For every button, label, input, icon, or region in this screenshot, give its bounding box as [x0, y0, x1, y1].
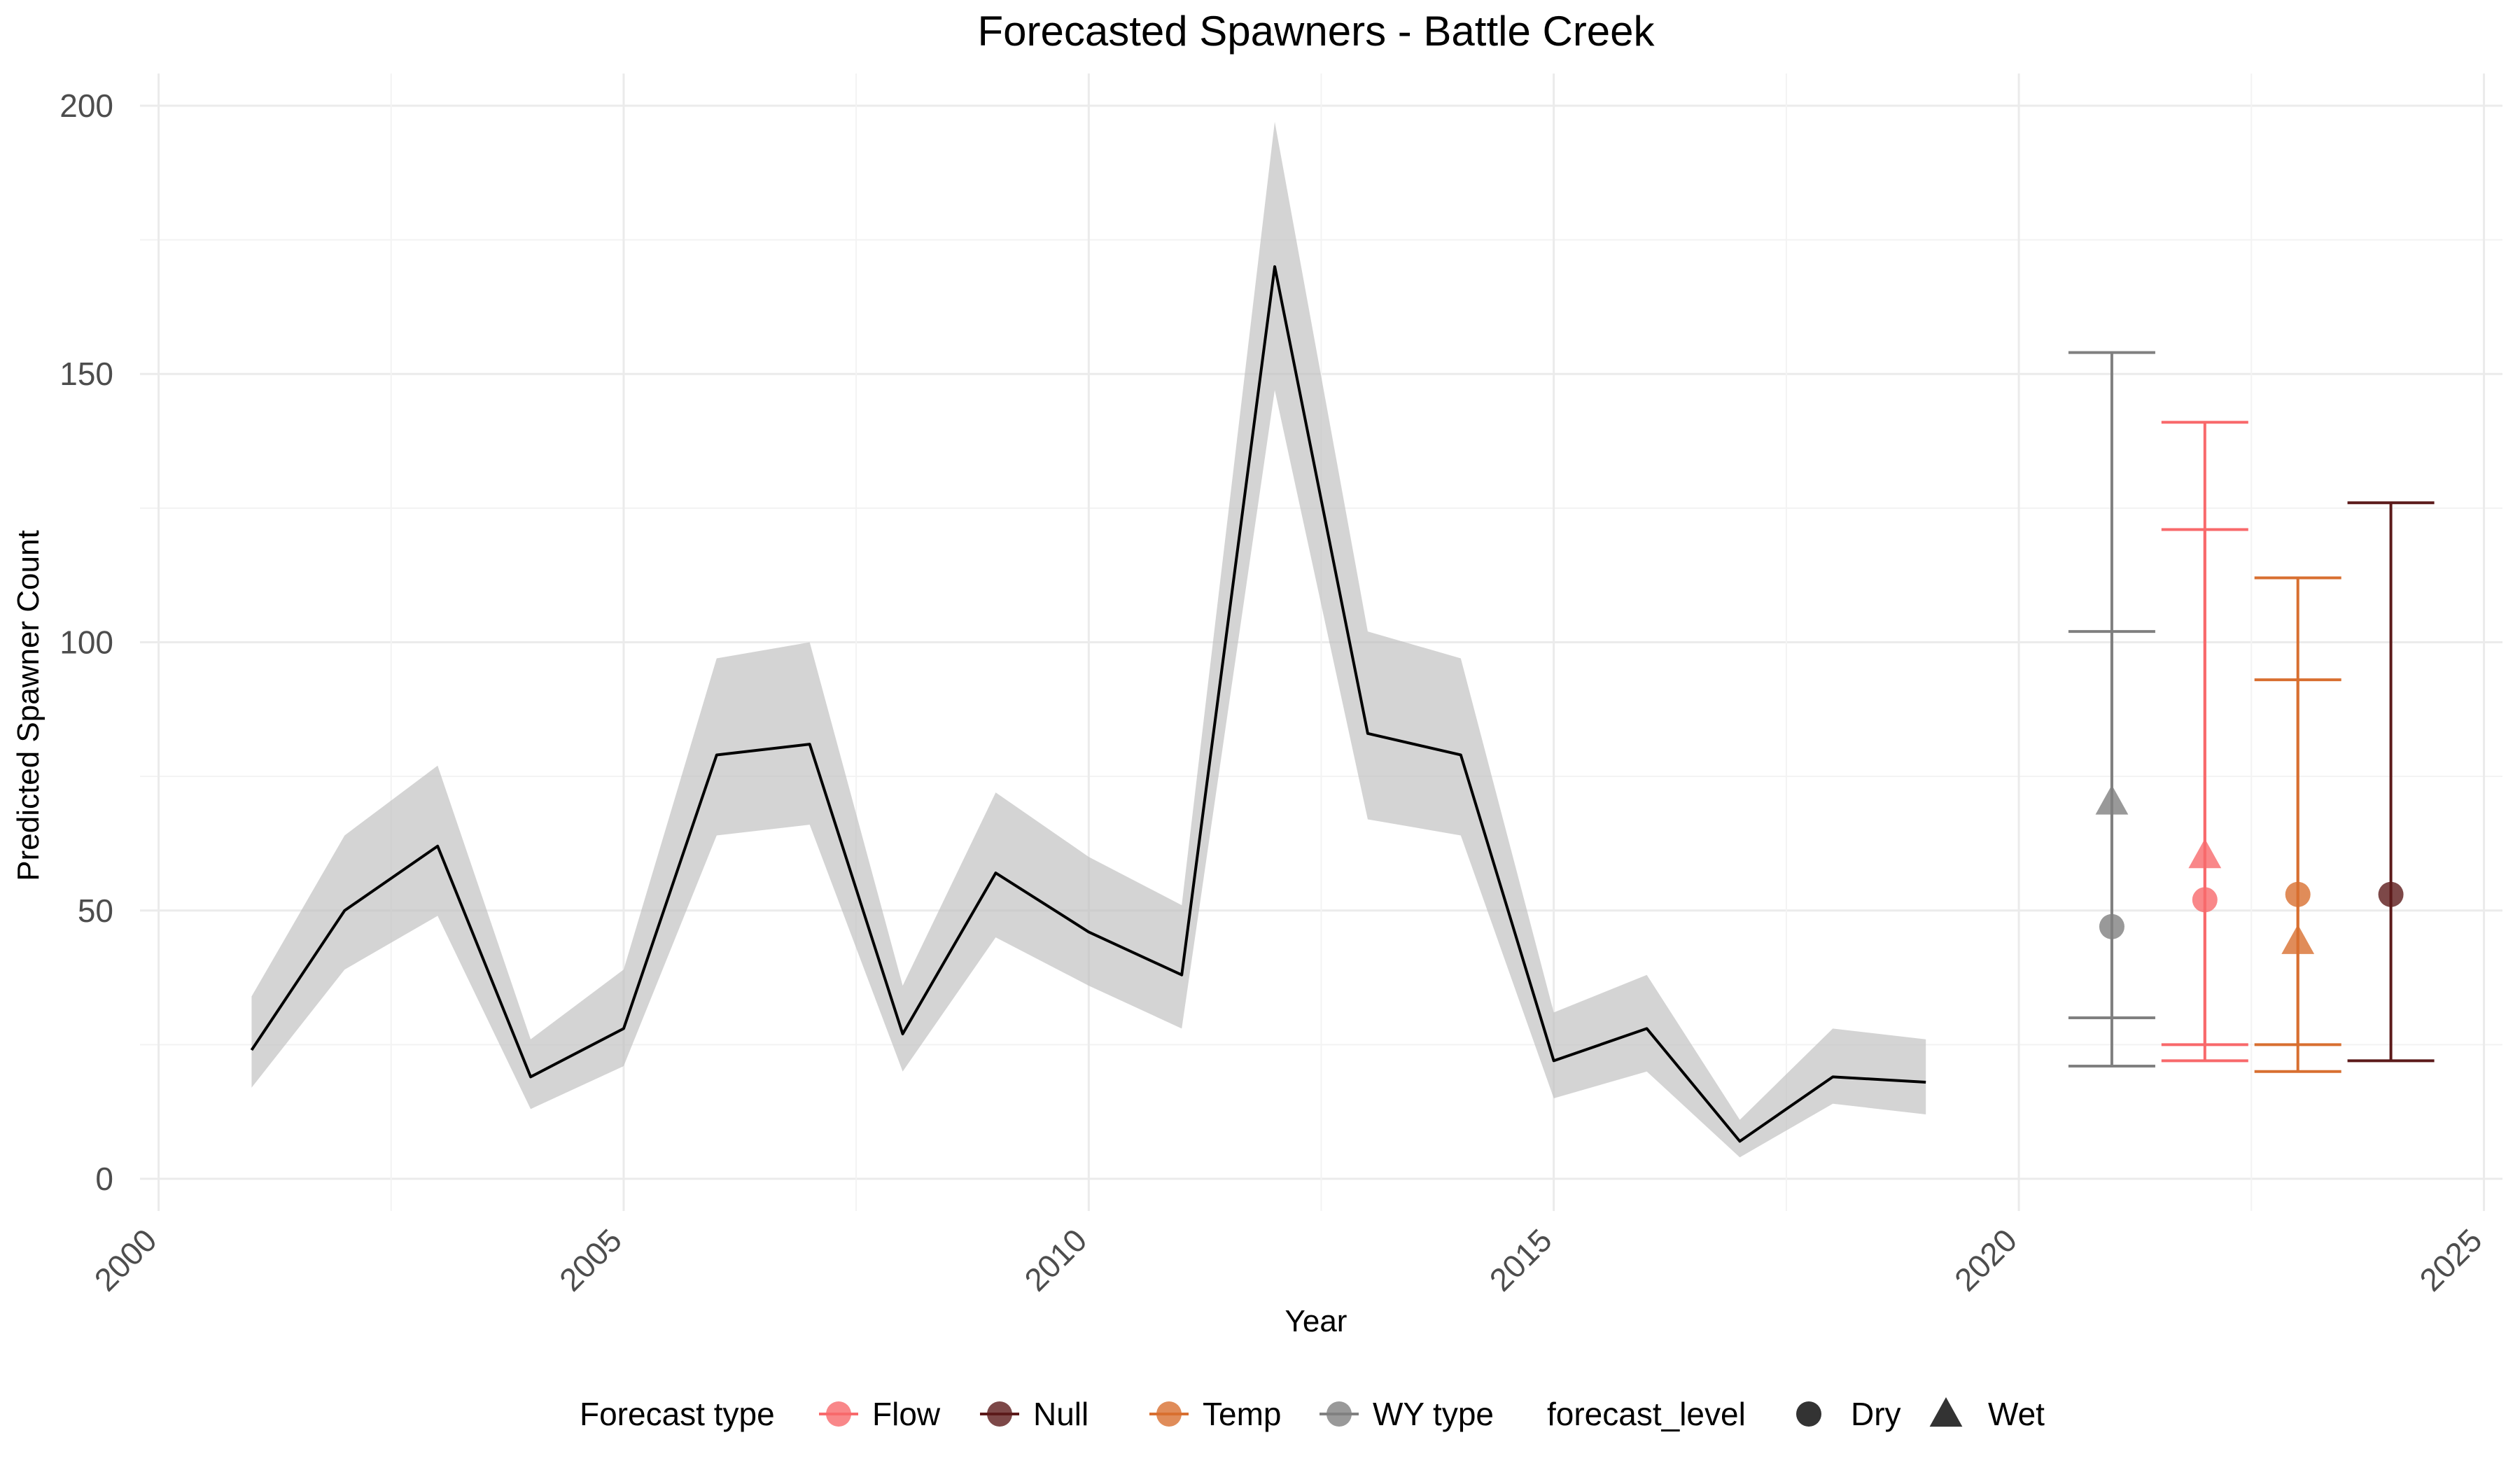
- wet-point: [2188, 839, 2222, 869]
- legend-item-label: WY type: [1373, 1396, 1494, 1432]
- legend-item-label: Temp: [1203, 1396, 1281, 1432]
- confidence-band-layer: [251, 121, 1926, 1158]
- y-tick-label: 200: [59, 88, 113, 124]
- forecast-layer: [2068, 351, 2435, 1073]
- dry-point: [2378, 881, 2404, 907]
- legend-key-circle: [1156, 1401, 1182, 1427]
- x-tick-labels: 2000 2005 2010 2015 2020 2025: [88, 1222, 2489, 1298]
- dry-point: [2192, 887, 2218, 913]
- legend-item-dry: Dry: [1796, 1396, 1901, 1432]
- legend-item-temp: Temp: [1149, 1396, 1281, 1432]
- chart-title: Forecasted Spawners - Battle Creek: [977, 8, 1655, 55]
- legend-key-circle: [1326, 1401, 1352, 1427]
- wet-point: [2095, 785, 2129, 815]
- legend-key-circle: [987, 1401, 1012, 1427]
- legend-key-circle: [826, 1401, 851, 1427]
- dry-point: [2099, 913, 2124, 939]
- legend-level-title: forecast_level: [1547, 1396, 1746, 1432]
- y-axis-title: Predicted Spawner Count: [11, 530, 46, 881]
- confidence-band: [251, 121, 1926, 1158]
- historical-line-layer: [250, 265, 1926, 1143]
- legend-item-label: Dry: [1851, 1396, 1901, 1432]
- legend-item-label: Wet: [1988, 1396, 2045, 1432]
- x-tick-label: 2005: [552, 1222, 629, 1298]
- legend-type-title: Forecast type: [580, 1396, 775, 1432]
- circle-icon: [1796, 1401, 1821, 1427]
- x-axis-title: Year: [1285, 1304, 1348, 1338]
- x-tick-label: 2025: [2412, 1222, 2488, 1298]
- x-tick-label: 2000: [88, 1222, 164, 1298]
- y-tick-labels: 0 50 100 150 200: [59, 88, 113, 1197]
- x-tick-label: 2015: [1483, 1222, 1559, 1298]
- legend-item-null: Null: [980, 1396, 1088, 1432]
- grid-layer: [140, 74, 2502, 1211]
- legend-level-items: Dry Wet: [1796, 1396, 2045, 1432]
- legend-item-label: Flow: [872, 1396, 941, 1432]
- legend-item-wy-type: WY type: [1320, 1396, 1494, 1432]
- legend-type-items: Flow Null Temp WY type: [819, 1396, 1494, 1432]
- x-tick-label: 2010: [1017, 1222, 1093, 1298]
- historical-spawner-line: [250, 265, 1926, 1143]
- y-tick-label: 0: [95, 1161, 113, 1197]
- forecast-wy-type: [2068, 351, 2155, 1068]
- y-tick-label: 100: [59, 624, 113, 661]
- legend-item-label: Null: [1033, 1396, 1088, 1432]
- dry-point: [2285, 881, 2311, 907]
- x-tick-label: 2020: [1947, 1222, 2024, 1298]
- forecast-temp: [2254, 576, 2342, 1073]
- triangle-icon: [1929, 1397, 1963, 1427]
- legend: Forecast type Flow Null Temp WY type foreca…: [580, 1396, 2045, 1432]
- legend-item-wet: Wet: [1929, 1396, 2045, 1432]
- legend-item-flow: Flow: [819, 1396, 941, 1432]
- y-tick-label: 50: [78, 892, 113, 929]
- y-tick-label: 150: [59, 356, 113, 392]
- forecast-flow: [2161, 421, 2248, 1063]
- forecast-null: [2347, 501, 2435, 1063]
- wet-point: [2281, 924, 2315, 954]
